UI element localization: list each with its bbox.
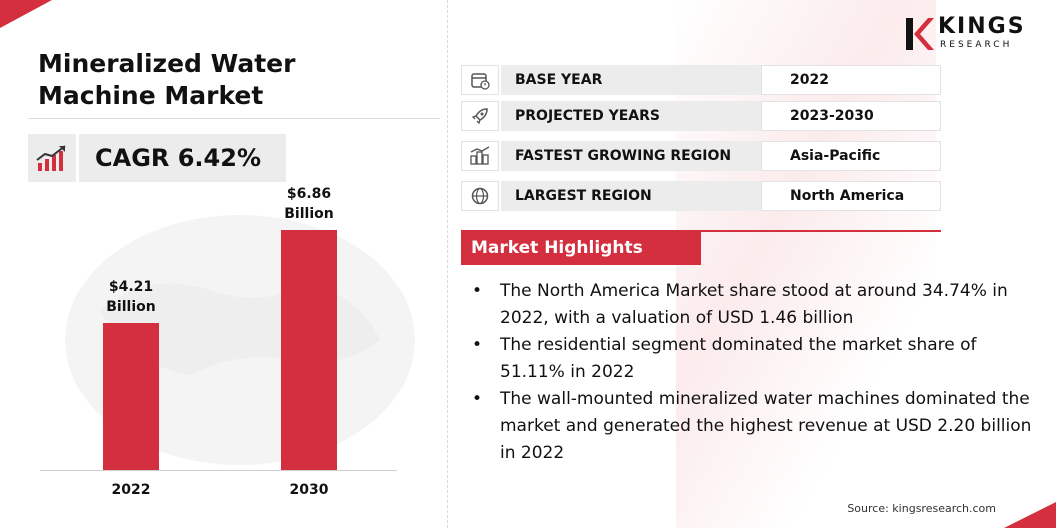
highlights-list: • The North America Market share stood a… (472, 278, 1032, 467)
info-value: Asia-Pacific (761, 141, 941, 171)
info-row-fastest-growing-region: FASTEST GROWING REGION Asia-Pacific (461, 141, 941, 171)
logo: KINGS RESEARCH (904, 14, 1034, 54)
cagr-value: CAGR 6.42% (79, 134, 286, 182)
info-icon-box (461, 65, 499, 95)
title-divider (28, 118, 440, 119)
corner-decoration-bottom-right (1004, 502, 1056, 528)
info-value: North America (761, 181, 941, 211)
info-label: FASTEST GROWING REGION (501, 141, 801, 171)
page-title: Mineralized Water Machine Market (38, 48, 418, 112)
info-value: 2022 (761, 65, 941, 95)
list-item: • The residential segment dominated the … (472, 332, 1032, 386)
info-icon-box (461, 181, 499, 211)
bullet: • (472, 389, 483, 409)
info-label: PROJECTED YEARS (501, 101, 801, 131)
info-row-base-year: BASE YEAR 2022 (461, 65, 941, 95)
highlights-title: Market Highlights (461, 231, 701, 265)
bullet: • (472, 335, 483, 355)
kings-logo-icon (906, 18, 934, 50)
rocket-icon (471, 108, 488, 125)
highlight-text: The North America Market share stood at … (500, 281, 1008, 328)
x-axis-line (40, 470, 397, 471)
title-line-1: Mineralized Water (38, 49, 296, 78)
info-label: LARGEST REGION (501, 181, 801, 211)
logo-name: KINGS (938, 14, 1026, 39)
highlight-text: The residential segment dominated the ma… (500, 335, 977, 382)
bar-2022 (103, 323, 159, 470)
data-label-value: $6.86 (286, 186, 332, 202)
info-row-largest-region: LARGEST REGION North America (461, 181, 941, 211)
globe-icon (471, 187, 489, 205)
title-line-2: Machine Market (38, 81, 264, 110)
data-label-2022: $4.21 Billion (81, 277, 181, 317)
info-row-projected-years: PROJECTED YEARS 2023-2030 (461, 101, 941, 131)
highlight-text: The wall-mounted mineralized water machi… (500, 389, 1032, 463)
corner-decoration-top-left (0, 0, 52, 28)
data-label-unit: Billion (284, 206, 334, 222)
x-tick-label: 2030 (289, 482, 329, 498)
data-label-value: $4.21 (108, 279, 154, 295)
data-label-2030: $6.86 Billion (259, 184, 359, 224)
list-item: • The North America Market share stood a… (472, 278, 1032, 332)
cagr-icon-box (28, 134, 76, 182)
info-label: BASE YEAR (501, 65, 801, 95)
info-icon-box (461, 101, 499, 131)
world-map-background (65, 215, 415, 465)
info-value: 2023-2030 (761, 101, 941, 131)
source-text: Source: kingsresearch.com (847, 502, 996, 515)
city-growth-icon (470, 146, 490, 165)
bullet: • (472, 281, 483, 301)
bar-2030 (281, 230, 337, 470)
calendar-icon (471, 73, 490, 90)
growth-chart-icon (36, 145, 66, 171)
x-tick-label: 2022 (111, 482, 151, 498)
highlights-rule (461, 230, 941, 232)
list-item: • The wall-mounted mineralized water mac… (472, 386, 1032, 467)
info-icon-box (461, 141, 499, 171)
vertical-divider (447, 0, 448, 528)
data-label-unit: Billion (106, 299, 156, 315)
logo-subtitle: RESEARCH (940, 40, 1013, 50)
